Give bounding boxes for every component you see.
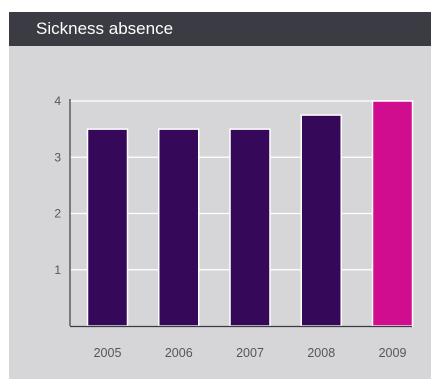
bars — [86, 100, 414, 327]
x-tick-label-2008: 2008 — [307, 346, 335, 360]
y-tick-label-3: 3 — [54, 150, 61, 164]
chart-panel: Sickness absence — [9, 12, 431, 379]
x-tick-label-2005: 2005 — [94, 346, 122, 360]
bar-2009 — [371, 100, 414, 327]
x-tick-label-2006: 2006 — [165, 346, 193, 360]
chart-title: Sickness absence — [36, 19, 174, 38]
bar-2006 — [158, 128, 200, 327]
x-axis: 2005 2006 2007 2008 2009 — [70, 325, 412, 360]
y-axis: 1 2 3 4 — [54, 94, 71, 326]
x-tick-label-2007: 2007 — [236, 346, 264, 360]
bar-2007 — [229, 128, 271, 327]
y-tick-label-1: 1 — [54, 263, 61, 277]
y-tick-label-2: 2 — [54, 207, 61, 221]
bar-2008 — [300, 114, 342, 327]
bar-2005 — [86, 128, 129, 327]
x-tick-label-2009: 2009 — [379, 346, 407, 360]
y-tick-label-4: 4 — [54, 94, 61, 108]
chart-header: Sickness absence — [9, 12, 431, 46]
